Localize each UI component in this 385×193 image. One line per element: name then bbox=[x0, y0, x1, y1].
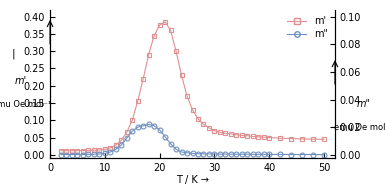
Text: emu Oe mol⁻¹: emu Oe mol⁻¹ bbox=[334, 123, 385, 132]
Text: m": m" bbox=[357, 99, 371, 109]
Legend: m', m": m', m" bbox=[285, 14, 330, 41]
Text: |: | bbox=[12, 49, 15, 59]
Text: emu Oe mol⁻¹: emu Oe mol⁻¹ bbox=[0, 100, 51, 109]
Text: m': m' bbox=[15, 76, 27, 86]
X-axis label: T / K →: T / K → bbox=[176, 174, 209, 185]
